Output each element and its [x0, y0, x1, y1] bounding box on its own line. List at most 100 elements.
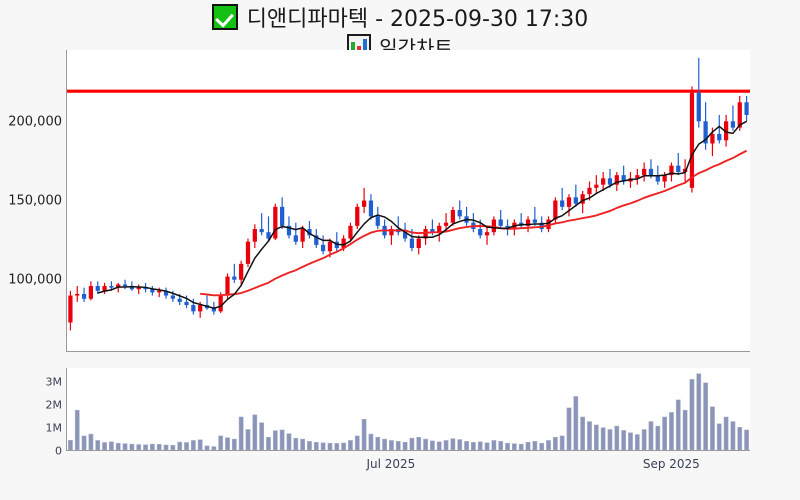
volume-bar [518, 443, 524, 450]
volume-bar [375, 436, 381, 450]
volume-bar [525, 442, 531, 450]
volume-bar [621, 430, 627, 450]
candle-body [314, 235, 319, 245]
volume-bar [484, 442, 490, 450]
volume-bar [498, 441, 504, 450]
candle-body [68, 295, 73, 323]
candle-body [525, 219, 531, 226]
volume-bar [143, 444, 148, 450]
candle-body [341, 238, 346, 249]
volume-bar [580, 416, 586, 450]
volume-bar [184, 442, 189, 450]
price-y-tick: 200,000 [8, 114, 62, 130]
volume-bar [307, 441, 312, 450]
candle-body [122, 284, 128, 287]
volume-bar [361, 419, 367, 450]
volume-bar [348, 440, 353, 450]
volume-bar [266, 436, 271, 450]
candle-body [580, 194, 585, 204]
candle-body [478, 229, 483, 236]
candle-body [81, 293, 87, 299]
volume-bar [491, 440, 497, 450]
candle-body [402, 232, 408, 239]
volume-bar [682, 409, 688, 450]
candle-body [450, 210, 456, 223]
price-plot [67, 57, 750, 331]
volume-bar [177, 441, 183, 450]
volume-bar [170, 444, 176, 450]
candle-body [744, 102, 749, 115]
volume-bar [389, 440, 394, 450]
candle-body [225, 276, 230, 296]
volume-bar [252, 414, 258, 450]
volume-bar [730, 421, 736, 450]
volume-chart-panel [66, 368, 750, 451]
candle-body [689, 92, 695, 188]
candle-body [259, 229, 264, 233]
x-axis-tick: Sep 2025 [642, 457, 700, 471]
candle-body [102, 286, 107, 291]
candle-body [218, 295, 223, 312]
candle-body [491, 219, 496, 233]
candle-body [737, 102, 742, 128]
volume-bar [587, 421, 592, 450]
volume-bar [320, 442, 326, 450]
volume-bar [416, 436, 422, 450]
candle-body [443, 222, 449, 226]
candle-body [594, 184, 599, 188]
candle-body [170, 295, 175, 299]
volume-bar [607, 429, 613, 450]
volume-bar [696, 373, 702, 450]
volume-bar [436, 441, 442, 450]
candle-body [198, 305, 203, 312]
volume-bar [573, 396, 579, 450]
candle-body [88, 286, 94, 299]
candle-body [648, 168, 654, 176]
volume-bar [109, 441, 114, 450]
candle-body [696, 92, 701, 122]
candle-body [245, 241, 251, 264]
volume-bar [231, 438, 237, 450]
candle-body [560, 200, 565, 207]
volume-bar [634, 434, 640, 450]
volume-bar [423, 438, 428, 450]
volume-bar [655, 425, 661, 450]
volume-bar [327, 442, 333, 450]
title-row: 디앤디파마텍 - 2025-09-30 17:30 [0, 2, 800, 32]
volume-bar [471, 442, 476, 450]
candle-body [300, 229, 305, 242]
page-title: 디앤디파마텍 - 2025-09-30 17:30 [246, 7, 589, 32]
volume-bar [464, 441, 469, 450]
volume-bar [259, 422, 265, 450]
candle-body [375, 216, 380, 226]
volume-bar [150, 443, 155, 450]
candle-body [546, 219, 551, 230]
candle-body [484, 232, 490, 236]
candle-body [368, 200, 374, 217]
volume-bar [368, 433, 374, 450]
candle-body [321, 244, 326, 252]
candle-body [239, 263, 244, 280]
candle-body [177, 298, 182, 302]
volume-bar [409, 437, 415, 450]
candle-body [273, 206, 278, 239]
candle-body [116, 284, 121, 288]
volume-bar [245, 429, 251, 450]
volume-bar [129, 443, 135, 450]
candle-body [682, 168, 688, 172]
volume-bar [744, 429, 749, 450]
volume-bar [286, 433, 292, 450]
candle-body [361, 200, 367, 207]
candle-body [635, 175, 640, 179]
volume-bar [300, 438, 306, 450]
volume-bar [115, 442, 121, 450]
candle-body [532, 219, 537, 223]
candle-body [143, 287, 148, 290]
candle-body [601, 178, 606, 185]
volume-plot [68, 373, 749, 450]
volume-bar [102, 442, 107, 450]
volume-bar [204, 445, 210, 450]
candle-body [614, 175, 619, 185]
candle-body [327, 241, 333, 252]
volume-bar [716, 423, 722, 450]
